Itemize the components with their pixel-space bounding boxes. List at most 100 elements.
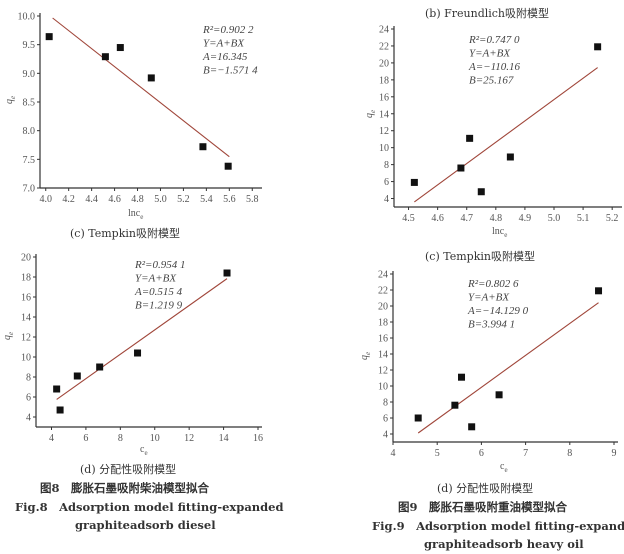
chart-1-x-tick-label: 5.0 [154, 194, 167, 205]
chart-3-x-tick-label: 12 [184, 433, 194, 444]
chart-4-y-tick-label: 22 [378, 286, 388, 297]
chart-1-fit-annotation: B=−1.571 4 [203, 65, 258, 77]
chart-2-fit-annotation: A=−110.16 [468, 61, 520, 73]
chart-1-fit-annotation: Y=A+BX [203, 38, 245, 50]
chart-2-data-point [506, 153, 514, 161]
fig9-caption-en-line1: Fig.9 Adsorption model fitting-expanded [372, 519, 624, 533]
chart-4-x-tick-label: 9 [612, 448, 617, 459]
chart-3-data-point [56, 406, 64, 414]
chart-3-data-point [53, 385, 61, 393]
chart-1-y-tick-label: 7.0 [23, 184, 36, 195]
chart-4-y-tick-label: 8 [383, 398, 388, 409]
chart-1-data-point [147, 74, 155, 82]
chart-3-fit-annotation: R²=0.954 1 [134, 259, 185, 271]
chart-3-data-point [134, 349, 142, 357]
chart-1-fit-annotation: A=16.345 [202, 51, 248, 63]
chart-4-data-point [468, 423, 476, 431]
chart-3-fit-line [56, 278, 228, 400]
chart-3-y-tick-label: 10 [21, 353, 31, 364]
chart-2-y-tick-label: 22 [379, 41, 389, 52]
fig8-caption-en-line1: Fig.8 Adsorption model fitting-expanded [15, 500, 284, 514]
chart-1-x-tick-label: 5.2 [177, 194, 190, 205]
chart-2-fit-annotation: Y=A+BX [469, 48, 511, 60]
chart-2-fit-annotation: B=25.167 [469, 75, 514, 87]
chart-4-fit-annotation: A=−14.129 0 [467, 305, 529, 317]
chart-3-fit-annotation: Y=A+BX [135, 273, 177, 285]
chart-2-y-tick-label: 12 [379, 126, 389, 137]
chart-1-y-tick-label: 7.5 [23, 155, 36, 166]
chart-2-y-axis-label: qe [364, 110, 377, 118]
chart-2-data-point [466, 134, 474, 142]
chart-3-y-tick-label: 14 [21, 313, 31, 324]
chart-1-x-tick-label: 5.6 [223, 194, 236, 205]
chart-4-caption: (d) 分配性吸附模型 [437, 482, 534, 495]
chart-2-y-tick-label: 20 [379, 58, 389, 69]
chart-3-x-tick-label: 8 [118, 433, 123, 444]
chart-1-caption: (c) Tempkin吸附模型 [70, 227, 180, 240]
chart-4-y-tick-label: 6 [383, 414, 388, 425]
chart-4-data-point [495, 391, 503, 399]
chart-3-x-tick-label: 16 [253, 433, 263, 444]
chart-3-x-tick-label: 4 [49, 433, 54, 444]
chart-4-data-point [414, 414, 422, 422]
chart-4-y-tick-label: 14 [378, 350, 388, 361]
chart-3-y-tick-label: 8 [26, 373, 31, 384]
chart-3-data-point [73, 372, 81, 380]
fig8-caption-cn: 图8 膨胀石墨吸附柴油模型拟合 [40, 481, 209, 495]
chart-3-x-tick-label: 6 [83, 433, 88, 444]
chart-2-x-axis-label: lnce [492, 226, 507, 239]
chart-3-y-tick-label: 16 [21, 293, 31, 304]
chart-3-caption: (d) 分配性吸附模型 [80, 463, 177, 476]
chart-2-y-tick-label: 16 [379, 92, 389, 103]
chart-4-y-tick-label: 18 [378, 318, 388, 329]
chart-1-fit-annotation: R²=0.902 2 [202, 24, 254, 36]
chart-2-y-tick-label: 18 [379, 75, 389, 86]
chart-2-x-tick-label: 5.1 [577, 213, 590, 224]
chart-2-x-tick-label: 5.0 [548, 213, 561, 224]
chart-4-x-tick-label: 6 [479, 448, 484, 459]
chart-2-x-tick-label: 4.8 [490, 213, 503, 224]
chart-3-x-axis-label: ce [140, 444, 148, 457]
chart-3-y-tick-label: 6 [26, 393, 31, 404]
fig8-caption-en-line2: graphiteadsorb diesel [75, 518, 216, 532]
chart-3-y-tick-label: 18 [21, 273, 31, 284]
chart-1-y-tick-label: 9.0 [23, 69, 36, 80]
chart-2-x-tick-label: 4.9 [519, 213, 532, 224]
fig9-caption-cn: 图9 膨胀石墨吸附重油模型拟合 [398, 500, 567, 514]
chart-1-data-point [116, 44, 124, 52]
chart-1-y-tick-label: 9.5 [23, 40, 36, 51]
chart-3-data-point [96, 363, 104, 371]
chart-4-fit-annotation: Y=A+BX [468, 292, 510, 304]
chart-3-x-tick-label: 14 [219, 433, 229, 444]
chart-4-y-tick-label: 4 [383, 430, 388, 441]
chart-4-y-tick-label: 16 [378, 334, 388, 345]
chart-1-fit-line [52, 17, 230, 158]
chart-3-y-tick-label: 20 [21, 253, 31, 264]
chart-4-fit-annotation: R²=0.802 6 [467, 278, 519, 290]
chart-4-x-tick-label: 7 [523, 448, 528, 459]
chart-1-x-tick-label: 4.8 [131, 194, 144, 205]
chart-3-x-tick-label: 10 [150, 433, 160, 444]
fig9-caption-en-line2: graphiteadsorb heavy oil [424, 537, 584, 551]
chart-1-data-point [224, 162, 232, 170]
chart-1-x-tick-label: 5.8 [246, 194, 259, 205]
chart-2-fit-line [414, 67, 598, 203]
chart-1-data-point [101, 53, 109, 61]
chart-3-fit-annotation: A=0.515 4 [134, 286, 183, 298]
chart-4-y-tick-label: 20 [378, 302, 388, 313]
chart-4-data-point [458, 373, 466, 381]
chart-2-data-point [410, 178, 418, 186]
chart-2-x-tick-label: 4.7 [460, 213, 473, 224]
chart-1-y-tick-label: 8.0 [23, 126, 36, 137]
chart-2-fit-annotation: R²=0.747 0 [468, 34, 520, 46]
chart-2-y-tick-label: 6 [384, 177, 389, 188]
chart-4-data-point [451, 401, 459, 409]
chart-2-data-point [477, 188, 485, 196]
chart-4-x-axis-label: ce [500, 461, 508, 474]
chart-1-y-tick-label: 8.5 [23, 98, 36, 109]
chart-2-x-tick-label: 4.5 [402, 213, 415, 224]
chart-4-x-tick-label: 8 [567, 448, 572, 459]
chart-4-y-tick-label: 24 [378, 270, 388, 281]
chart-4-y-tick-label: 12 [378, 366, 388, 377]
